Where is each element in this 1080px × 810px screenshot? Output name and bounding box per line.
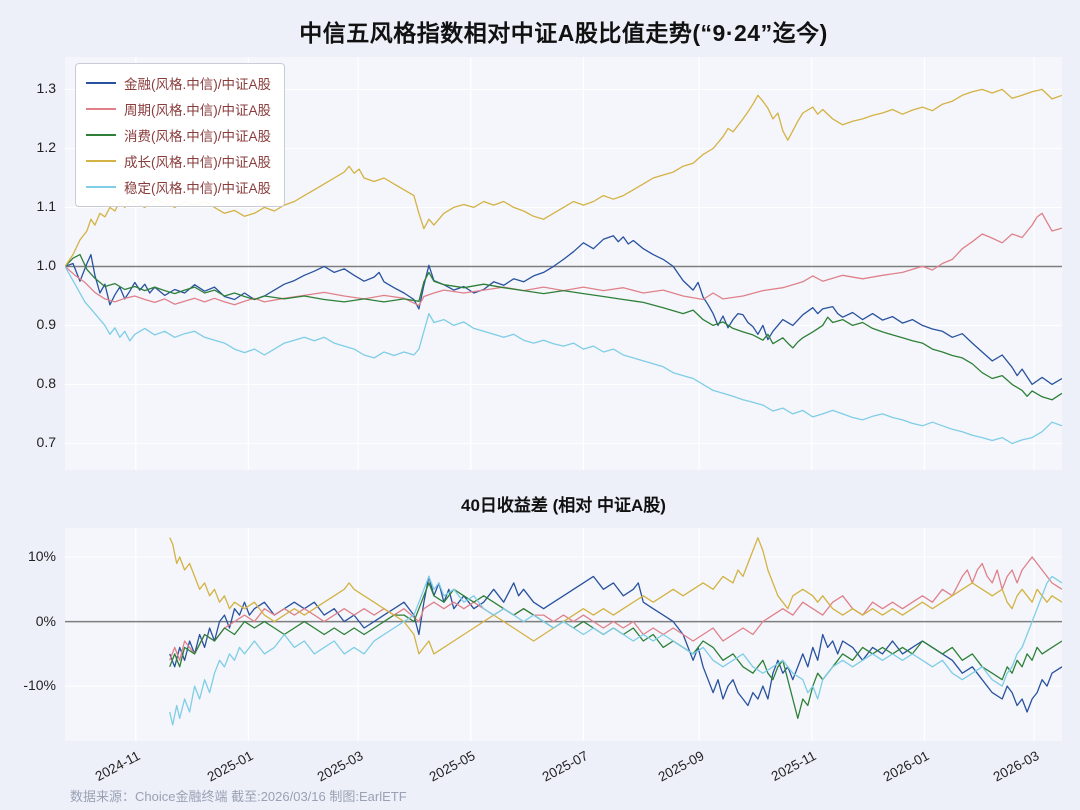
series-line (65, 266, 1062, 445)
y-tick-label: 1.0 (36, 257, 56, 274)
y-tick-label: 0.9 (36, 316, 56, 333)
legend-line-swatch (86, 82, 116, 84)
source-note: 数据来源：Choice金融终端 截至:2026/03/16 制图:EarlETF (70, 789, 407, 804)
return-diff-chart-title: 40日收益差 (相对 中证A股) (461, 496, 666, 515)
legend-item: 金融(风格.中信)/中证A股 (86, 70, 271, 96)
x-tick-label: 2026-01 (880, 748, 932, 785)
y-tick-label: 0.8 (36, 375, 56, 392)
legend-item: 消费(风格.中信)/中证A股 (86, 122, 271, 148)
x-tick-label: 2025-05 (427, 748, 478, 785)
legend-line-swatch (86, 186, 116, 188)
legend-item-label: 周期(风格.中信)/中证A股 (124, 103, 271, 118)
x-tick-label: 2025-11 (768, 748, 819, 785)
y-tick-label: -10% (23, 677, 56, 694)
series-line (169, 537, 1062, 655)
x-tick-label: 2025-09 (655, 748, 707, 785)
legend-item-label: 稳定(风格.中信)/中证A股 (124, 181, 271, 196)
legend-item: 周期(风格.中信)/中证A股 (86, 96, 271, 122)
y-tick-label: 0% (35, 612, 56, 629)
x-tick-label: 2026-03 (990, 748, 1042, 785)
series-line (169, 575, 1062, 713)
series-line (65, 235, 1062, 386)
x-tick-label: 2025-03 (314, 748, 366, 785)
y-tick-label: 0.7 (36, 434, 56, 451)
y-tick-label: 1.3 (36, 80, 56, 97)
series-line (169, 556, 1062, 661)
series-line (169, 582, 1062, 720)
legend-item-label: 金融(风格.中信)/中证A股 (124, 77, 271, 92)
legend-line-swatch (86, 134, 116, 136)
series-line (65, 253, 1062, 401)
chart-title: 中信五风格指数相对中证A股比值走势(“9·24”迄今) (299, 20, 828, 46)
x-tick-label: 2025-07 (539, 748, 591, 785)
series-line (65, 212, 1062, 307)
series-line (169, 575, 1062, 726)
y-tick-label: 10% (27, 548, 56, 565)
legend-item-label: 成长(风格.中信)/中证A股 (124, 155, 271, 170)
x-tick-label: 2025-01 (204, 748, 256, 785)
legend: 金融(风格.中信)/中证A股 周期(风格.中信)/中证A股 消费(风格.中信)/中证… (75, 63, 285, 207)
legend-item: 成长(风格.中信)/中证A股 (86, 148, 271, 174)
x-tick-label: 2024-11 (92, 748, 143, 785)
y-tick-label: 1.2 (36, 139, 56, 156)
legend-line-swatch (86, 160, 116, 162)
y-tick-label: 1.1 (36, 198, 56, 215)
legend-line-swatch (86, 108, 116, 110)
legend-item-label: 消费(风格.中信)/中证A股 (124, 129, 271, 144)
return-diff-chart-plot-area (65, 528, 1062, 741)
legend-item: 稳定(风格.中信)/中证A股 (86, 174, 271, 200)
